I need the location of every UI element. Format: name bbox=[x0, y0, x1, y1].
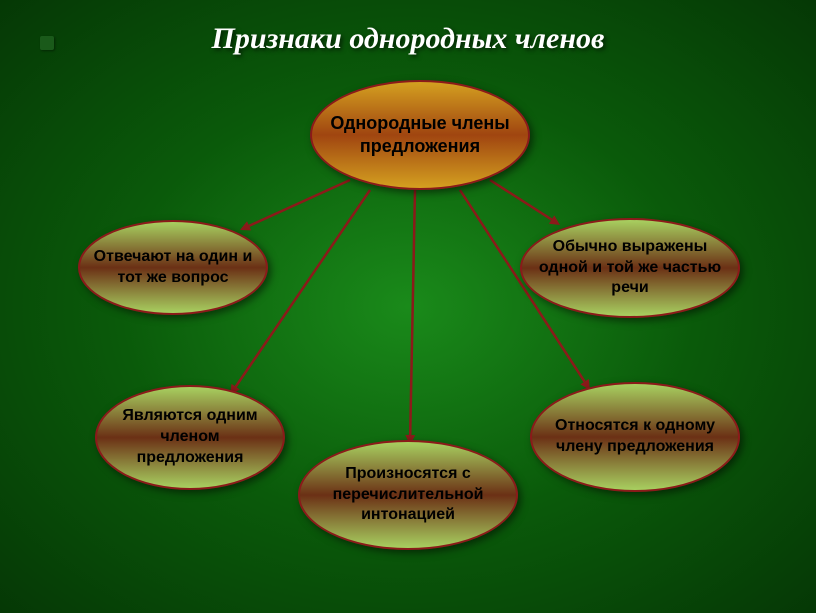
child-node: Отвечают на один и тот же вопрос bbox=[78, 220, 268, 315]
node-label: Произносятся с перечислительной интонаци… bbox=[300, 464, 516, 526]
child-node: Произносятся с перечислительной интонаци… bbox=[298, 440, 518, 550]
page-title: Признаки однородных членов bbox=[0, 22, 816, 56]
node-label: Однородные члены предложения bbox=[312, 112, 528, 159]
node-label: Являются одним членом предложения bbox=[97, 406, 283, 468]
child-node: Обычно выражены одной и той же частью ре… bbox=[520, 218, 740, 318]
node-label: Относятся к одному члену предложения bbox=[532, 416, 738, 458]
child-node: Относятся к одному члену предложения bbox=[530, 382, 740, 492]
node-label: Отвечают на один и тот же вопрос bbox=[80, 247, 266, 289]
central-node: Однородные члены предложения bbox=[310, 80, 530, 190]
node-label: Обычно выражены одной и той же частью ре… bbox=[522, 237, 738, 299]
child-node: Являются одним членом предложения bbox=[95, 385, 285, 490]
